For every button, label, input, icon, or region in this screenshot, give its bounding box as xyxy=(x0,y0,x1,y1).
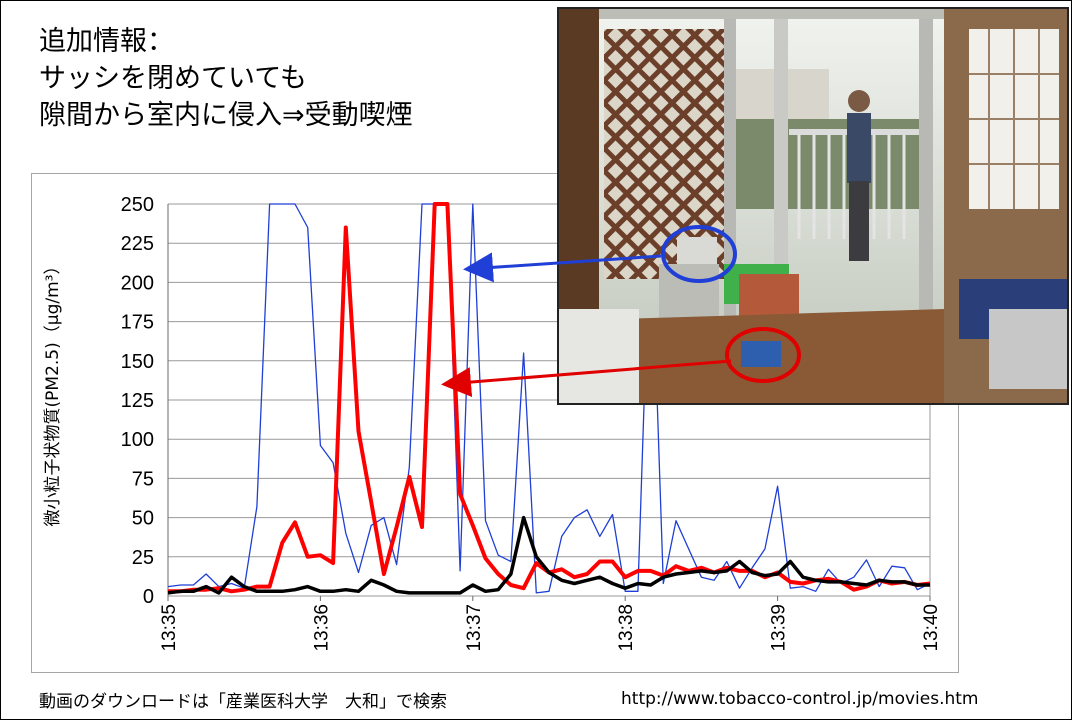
room-photo-illustration xyxy=(559,9,1067,403)
x-tick-label: 13:39 xyxy=(769,604,790,652)
y-tick-label: 225 xyxy=(121,233,154,255)
footer-note: 動画のダウンロードは「産業医科大学 大和」で検索 xyxy=(39,692,447,712)
x-tick-label: 13:38 xyxy=(616,604,637,652)
y-tick-label: 175 xyxy=(121,312,154,334)
footer-url[interactable]: http://www.tobacco-control.jp/movies.htm xyxy=(621,689,979,709)
series-lines xyxy=(167,202,931,595)
title-line-3: 隙間から室内に侵入⇒受動喫煙 xyxy=(39,100,413,131)
title-block: 追加情報： サッシを閉めていても 隙間から室内に侵入⇒受動喫煙 xyxy=(39,23,413,134)
x-tick-label: 13:36 xyxy=(311,604,332,652)
y-tick-label: 200 xyxy=(121,272,154,294)
y-tick-labels: 0 25 50 75 100 125 150 175 200 225 250 xyxy=(121,194,154,608)
y-axis-label: 微小粒子状物質(PM2.5)（μg/m³） xyxy=(43,258,63,527)
title-line-2: サッシを閉めていても xyxy=(39,63,307,94)
y-tick-label: 100 xyxy=(121,429,154,451)
x-tick-labels: 13:35 13:36 13:37 13:38 13:39 13:40 xyxy=(159,596,942,652)
series-line-3 xyxy=(167,515,930,595)
y-tick-label: 250 xyxy=(121,194,154,216)
y-tick-label: 125 xyxy=(121,390,154,412)
y-tick-label: 0 xyxy=(143,586,154,608)
y-tick-label: 75 xyxy=(132,468,154,490)
title-line-1: 追加情報： xyxy=(39,26,174,57)
x-tick-label: 13:40 xyxy=(921,604,942,652)
y-tick-label: 50 xyxy=(132,508,154,530)
room-photo xyxy=(557,7,1069,405)
series-line-1 xyxy=(167,203,931,594)
y-tick-label: 150 xyxy=(121,351,154,373)
y-tick-label: 25 xyxy=(132,547,154,569)
x-tick-label: 13:35 xyxy=(159,604,180,652)
x-tick-label: 13:37 xyxy=(464,604,485,652)
